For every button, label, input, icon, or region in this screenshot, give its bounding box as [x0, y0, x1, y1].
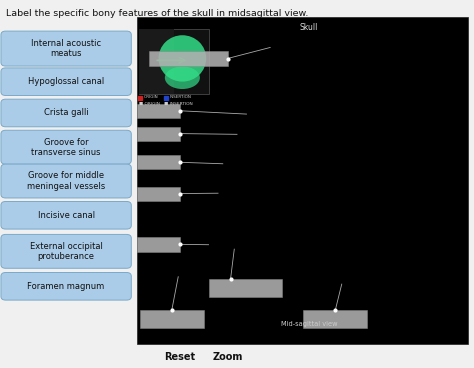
Text: Zoom: Zoom	[212, 352, 243, 362]
FancyBboxPatch shape	[137, 17, 468, 344]
FancyBboxPatch shape	[209, 279, 282, 297]
Text: Incisive canal: Incisive canal	[37, 211, 95, 220]
FancyBboxPatch shape	[137, 237, 180, 252]
Text: Internal acoustic
meatus: Internal acoustic meatus	[31, 39, 101, 58]
FancyBboxPatch shape	[303, 310, 367, 328]
Text: Hypoglossal canal: Hypoglossal canal	[28, 77, 104, 86]
FancyBboxPatch shape	[1, 234, 131, 268]
FancyBboxPatch shape	[1, 99, 131, 127]
FancyBboxPatch shape	[1, 164, 131, 198]
Text: External occipital
protuberance: External occipital protuberance	[30, 242, 102, 261]
FancyBboxPatch shape	[1, 31, 131, 66]
FancyBboxPatch shape	[139, 29, 209, 94]
FancyBboxPatch shape	[137, 155, 180, 169]
Text: Reset: Reset	[164, 352, 196, 362]
FancyBboxPatch shape	[137, 104, 180, 118]
Text: ■ ORIGIN   ■ INSERTION: ■ ORIGIN ■ INSERTION	[139, 102, 192, 106]
FancyBboxPatch shape	[139, 29, 174, 94]
Text: INSERTION: INSERTION	[170, 95, 191, 99]
Text: Mid-sagittal view: Mid-sagittal view	[281, 321, 337, 327]
FancyBboxPatch shape	[1, 68, 131, 95]
FancyBboxPatch shape	[1, 130, 131, 164]
FancyBboxPatch shape	[137, 187, 180, 201]
Text: Skull: Skull	[300, 23, 318, 32]
Ellipse shape	[165, 67, 200, 89]
Text: Label the specific bony features of the skull in midsagittal view.: Label the specific bony features of the …	[6, 9, 308, 18]
FancyBboxPatch shape	[1, 272, 131, 300]
FancyBboxPatch shape	[149, 51, 228, 66]
FancyBboxPatch shape	[137, 127, 180, 141]
Text: Crista galli: Crista galli	[44, 109, 89, 117]
Text: Foramen magnum: Foramen magnum	[27, 282, 105, 291]
Ellipse shape	[158, 35, 206, 82]
Text: Groove for
transverse sinus: Groove for transverse sinus	[31, 138, 101, 157]
Text: ORIGIN: ORIGIN	[144, 95, 158, 99]
Text: Groove for middle
meningeal vessels: Groove for middle meningeal vessels	[27, 171, 105, 191]
FancyBboxPatch shape	[1, 202, 131, 229]
FancyBboxPatch shape	[140, 310, 204, 328]
